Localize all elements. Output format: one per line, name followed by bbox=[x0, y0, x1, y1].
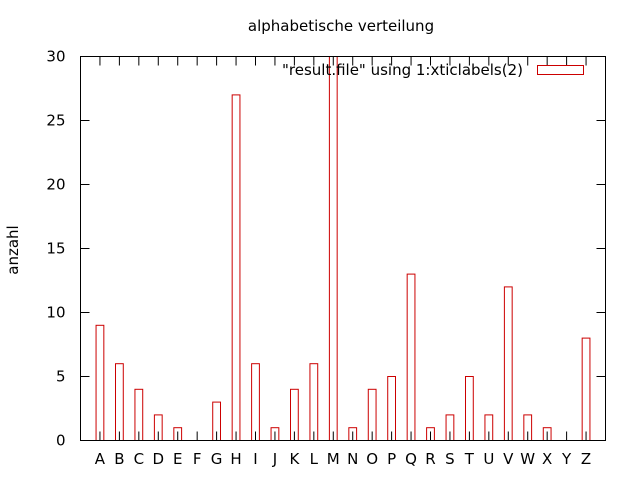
x-tick-label: Z bbox=[581, 450, 591, 468]
x-tick-label: X bbox=[542, 450, 552, 468]
x-tick-label: T bbox=[464, 450, 475, 468]
y-tick-label: 30 bbox=[46, 48, 65, 66]
bar-series bbox=[95, 56, 591, 442]
x-tick-label: V bbox=[503, 450, 514, 468]
x-tick-label: H bbox=[230, 450, 241, 468]
bar-L bbox=[309, 363, 319, 442]
x-tick-label: E bbox=[173, 450, 182, 468]
bar-A bbox=[95, 324, 105, 441]
x-tick-label: L bbox=[310, 450, 319, 468]
bar-P bbox=[387, 376, 397, 441]
x-tick-label: K bbox=[289, 450, 300, 468]
y-tick-label: 25 bbox=[46, 112, 65, 130]
x-tick-label: N bbox=[347, 450, 358, 468]
x-tick-label: W bbox=[520, 450, 535, 468]
y-tick-label: 0 bbox=[56, 432, 66, 450]
bar-I bbox=[251, 363, 260, 442]
y-axis: 0 5 10 15 20 25 30 bbox=[46, 48, 606, 450]
x-tick-label: B bbox=[114, 450, 124, 468]
bar-M bbox=[328, 56, 338, 441]
x-tick-label: P bbox=[387, 450, 396, 468]
x-tick-label: U bbox=[483, 450, 494, 468]
legend-label: "result.file" using 1:xticlabels(2) bbox=[282, 61, 523, 79]
legend: "result.file" using 1:xticlabels(2) bbox=[282, 61, 584, 79]
y-tick-label: 10 bbox=[46, 304, 65, 322]
x-tick-label: G bbox=[211, 450, 223, 468]
y-axis-label: anzahl bbox=[4, 225, 22, 274]
legend-swatch bbox=[537, 65, 584, 75]
x-tick-label: D bbox=[152, 450, 164, 468]
x-tick-label: Y bbox=[561, 450, 572, 468]
x-tick-label: J bbox=[272, 450, 277, 468]
bar-Z bbox=[581, 337, 591, 442]
x-tick-label: R bbox=[425, 450, 435, 468]
x-tick-label: F bbox=[193, 450, 202, 468]
x-tick-label: Q bbox=[405, 450, 417, 468]
bar-T bbox=[465, 376, 474, 441]
y-tick-label: 20 bbox=[46, 176, 65, 194]
y-tick-label: 5 bbox=[56, 368, 66, 386]
x-tick-label: C bbox=[134, 450, 144, 468]
x-tick-label: S bbox=[445, 450, 455, 468]
chart-title: alphabetische verteilung bbox=[248, 17, 434, 35]
bar-H bbox=[231, 94, 241, 442]
bar-Q bbox=[406, 273, 416, 441]
y-tick-label: 15 bbox=[46, 240, 65, 258]
x-tick-label: M bbox=[327, 450, 340, 468]
x-tick-label: O bbox=[366, 450, 378, 468]
x-tick-label: I bbox=[253, 450, 257, 468]
plot-frame bbox=[80, 56, 606, 441]
bar-V bbox=[503, 286, 513, 441]
bar-B bbox=[115, 363, 124, 442]
x-tick-label: A bbox=[95, 450, 106, 468]
